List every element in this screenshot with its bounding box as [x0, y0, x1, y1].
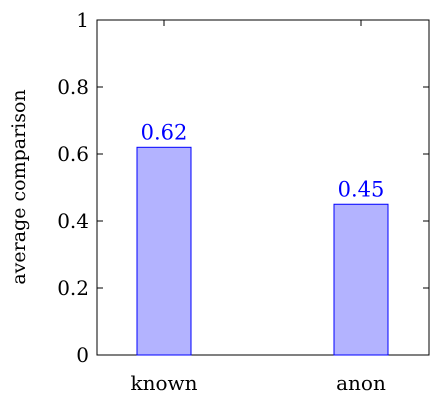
bar-known: [136, 146, 192, 356]
data-label-known: 0.62: [141, 120, 188, 144]
y-tick-label: 1: [76, 8, 89, 32]
bar-anon: [333, 203, 389, 356]
data-label-anon: 0.45: [338, 177, 385, 201]
y-tick-label: 0.2: [57, 276, 89, 300]
plot-frame: [96, 19, 430, 356]
y-tick-label: 0.4: [57, 209, 89, 233]
y-tick-label: 0.8: [57, 75, 89, 99]
y-tick-label: 0: [76, 343, 89, 367]
x-tick-label-anon: anon: [336, 371, 386, 395]
y-axis-label: average comparison: [8, 89, 30, 284]
x-tick-label-known: known: [130, 371, 197, 395]
y-tick-label: 0.6: [57, 142, 89, 166]
